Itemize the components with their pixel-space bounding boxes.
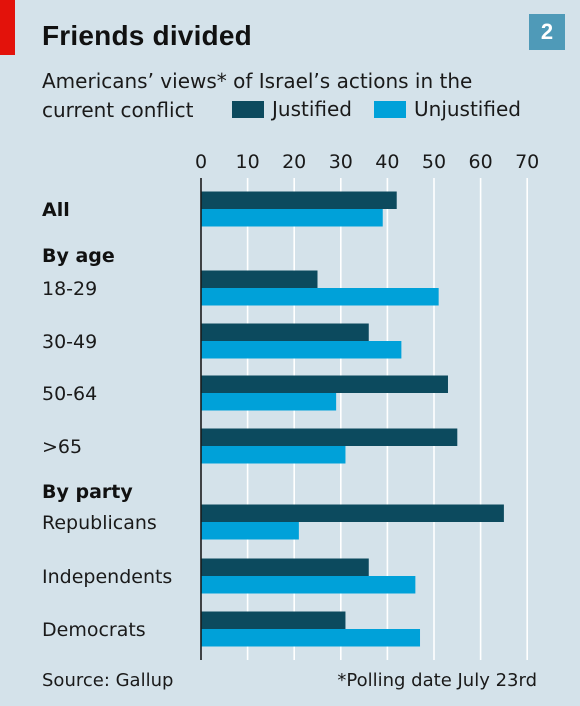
- bar-30-49-unjustified: [201, 341, 402, 359]
- legend-swatch-unjustified: [374, 100, 406, 118]
- red-accent-tab: [0, 0, 15, 55]
- x-tick-label-50: 50: [422, 151, 446, 173]
- x-tick-label-40: 40: [375, 151, 399, 173]
- source-note: Source: Gallup: [42, 670, 174, 691]
- legend-label-justified: Justified: [272, 97, 352, 121]
- bar-65-justified: [201, 428, 458, 446]
- bar-18-29-unjustified: [201, 288, 439, 306]
- bar-all-unjustified: [201, 209, 383, 227]
- chart-subtitle-line2: current conflict: [42, 98, 194, 122]
- legend-swatch-justified: [232, 100, 264, 118]
- row-label-50-64: 50-64: [42, 383, 97, 405]
- x-tick-label-30: 30: [329, 151, 353, 173]
- bar-50-64-justified: [201, 375, 448, 393]
- legend-label-unjustified: Unjustified: [414, 97, 521, 121]
- bar-republicans-unjustified: [201, 522, 299, 540]
- bar-all-justified: [201, 191, 397, 209]
- chart-subtitle-line1: Americans’ views* of Israel’s actions in…: [42, 69, 473, 93]
- bar-50-64-unjustified: [201, 393, 337, 411]
- bar-independents-unjustified: [201, 576, 416, 594]
- x-tick-label-10: 10: [236, 151, 260, 173]
- row-label-all: All: [42, 199, 70, 221]
- chart-title: Friends divided: [42, 20, 252, 51]
- row-label-18-29: 18-29: [42, 278, 97, 300]
- bar-republicans-justified: [201, 504, 504, 522]
- row-label-independents: Independents: [42, 566, 172, 588]
- x-tick-label-70: 70: [515, 151, 539, 173]
- chart-number-badge: 2: [529, 14, 565, 50]
- bar-30-49-justified: [201, 323, 369, 341]
- row-label-65: >65: [42, 436, 82, 458]
- bar-independents-justified: [201, 558, 369, 576]
- x-tick-label-60: 60: [469, 151, 493, 173]
- row-label-republicans: Republicans: [42, 512, 157, 534]
- x-tick-label-20: 20: [282, 151, 306, 173]
- row-label-30-49: 30-49: [42, 331, 97, 353]
- bar-democrats-justified: [201, 611, 346, 629]
- bar-18-29-justified: [201, 270, 318, 288]
- polling-date-note: *Polling date July 23rd: [337, 670, 537, 691]
- row-label-democrats: Democrats: [42, 619, 146, 641]
- group-label-by-age: By age: [42, 245, 115, 267]
- group-label-by-party: By party: [42, 481, 133, 503]
- bar-65-unjustified: [201, 446, 346, 464]
- bar-democrats-unjustified: [201, 629, 421, 647]
- legend: Justified Unjustified: [232, 97, 543, 121]
- x-tick-label-0: 0: [195, 151, 207, 173]
